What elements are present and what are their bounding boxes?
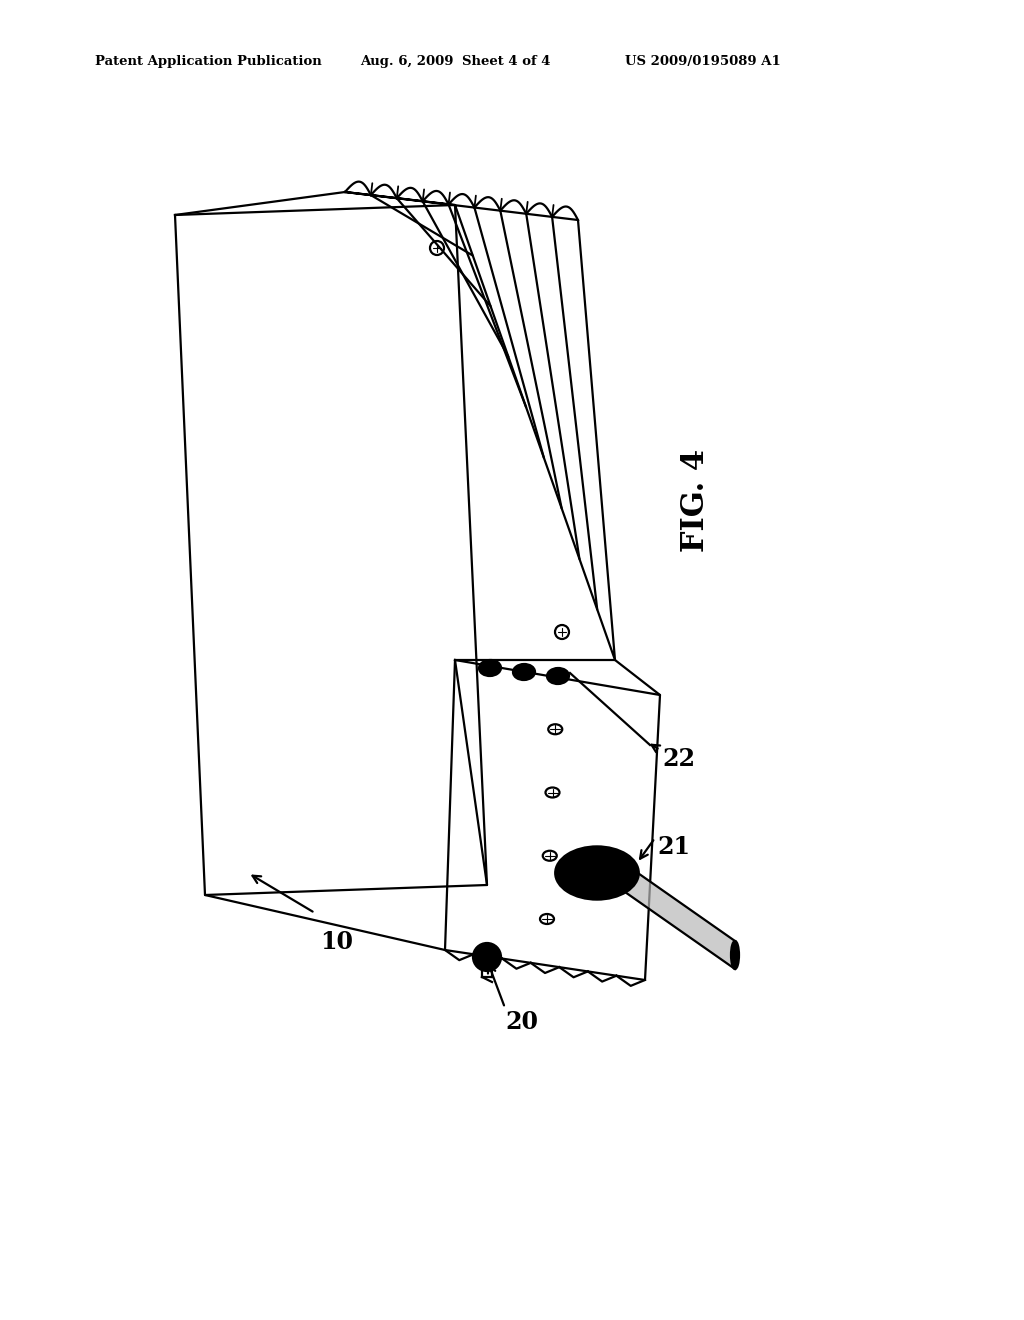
Ellipse shape xyxy=(483,663,497,673)
Text: 22: 22 xyxy=(662,747,695,771)
Text: Patent Application Publication: Patent Application Publication xyxy=(95,55,322,69)
Circle shape xyxy=(473,942,501,972)
Ellipse shape xyxy=(517,667,531,677)
Ellipse shape xyxy=(547,668,569,684)
Ellipse shape xyxy=(551,671,565,681)
Text: FIG. 4: FIG. 4 xyxy=(680,449,711,552)
Ellipse shape xyxy=(555,846,639,900)
Ellipse shape xyxy=(566,854,628,892)
Text: US 2009/0195089 A1: US 2009/0195089 A1 xyxy=(625,55,780,69)
Text: 20: 20 xyxy=(505,1010,538,1034)
Circle shape xyxy=(479,949,495,965)
Text: 21: 21 xyxy=(657,836,690,859)
Ellipse shape xyxy=(513,664,535,680)
Text: 10: 10 xyxy=(319,931,353,954)
Text: Aug. 6, 2009: Aug. 6, 2009 xyxy=(360,55,454,69)
Text: Sheet 4 of 4: Sheet 4 of 4 xyxy=(462,55,551,69)
Ellipse shape xyxy=(479,660,501,676)
Ellipse shape xyxy=(731,941,739,969)
